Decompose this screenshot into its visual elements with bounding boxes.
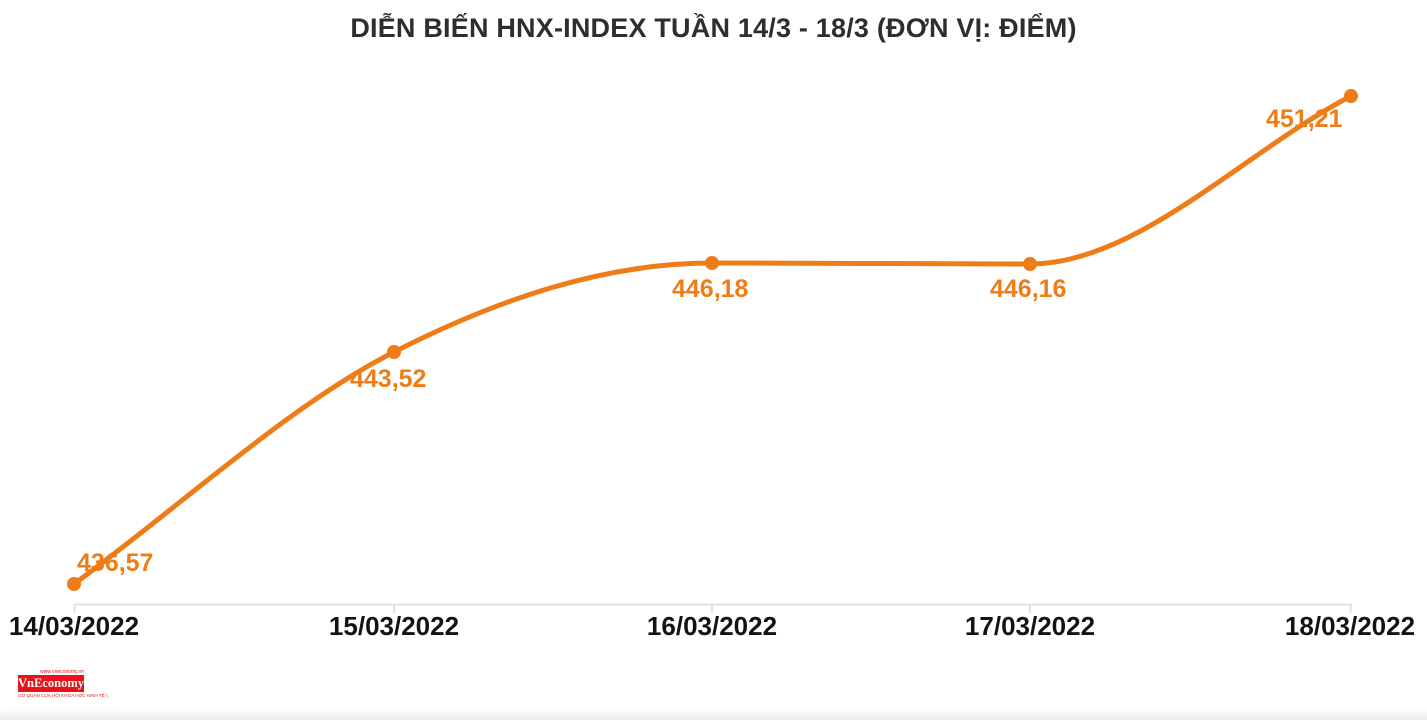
data-point-marker xyxy=(705,256,719,270)
x-axis-label: 18/03/2022 xyxy=(1284,611,1416,641)
x-axis-label: 17/03/2022 xyxy=(964,611,1096,641)
chart-title: DIỄN BIẾN HNX-INDEX TUẦN 14/3 - 18/3 (ĐƠ… xyxy=(350,13,1077,43)
data-point-label: 451,21 xyxy=(1266,105,1343,133)
logo-wordmark: VnEconomy xyxy=(18,675,84,692)
data-point-marker xyxy=(1344,89,1358,103)
series-line xyxy=(71,93,1354,587)
data-point-label: 436,57 xyxy=(77,549,154,577)
data-point-marker xyxy=(387,345,401,359)
data-point-label: 446,18 xyxy=(672,275,749,303)
data-point-marker xyxy=(1023,257,1037,271)
vneconomy-logo: www.vneconomy.vn VnEconomy CƠ QUAN CỦA H… xyxy=(18,669,138,699)
x-axis-label: 16/03/2022 xyxy=(646,611,778,641)
data-point-label: 443,52 xyxy=(350,365,427,393)
bottom-gradient-divider xyxy=(0,708,1427,720)
logo-tagline: CƠ QUAN CỦA HỘI KHOA HỌC KINH TẾ VIỆT NA… xyxy=(18,693,108,698)
logo-website-text: www.vneconomy.vn xyxy=(40,669,84,675)
x-axis-label: 14/03/2022 xyxy=(8,611,140,641)
data-point-label: 446,16 xyxy=(990,275,1067,303)
data-point-marker xyxy=(67,577,81,591)
x-axis-label: 15/03/2022 xyxy=(328,611,460,641)
